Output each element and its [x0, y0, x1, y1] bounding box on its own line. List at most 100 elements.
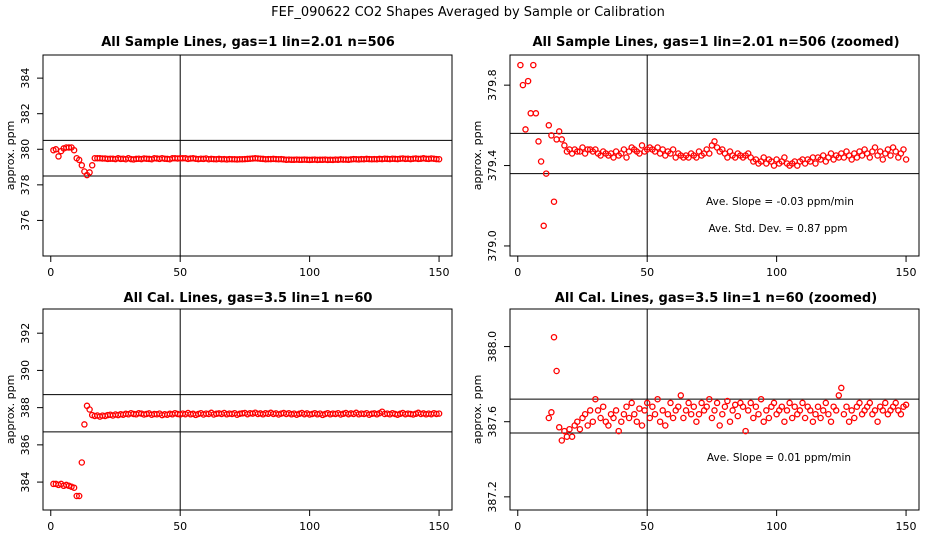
y-tick-label: 390 [19, 360, 32, 381]
y-axis-label: approx. ppm [4, 375, 17, 445]
data-point [75, 492, 83, 500]
data-point [654, 395, 661, 403]
x-tick-label: 50 [173, 266, 187, 279]
data-point [563, 433, 571, 440]
data-point [662, 422, 669, 429]
data-point [537, 158, 545, 165]
data-point [871, 407, 879, 414]
data-point [799, 399, 806, 407]
data-point [706, 150, 713, 157]
data-point [78, 162, 86, 169]
y-tick-label: 387.2 [486, 481, 499, 513]
data-point [809, 154, 817, 161]
x-tick-label: 0 [514, 266, 521, 279]
data-point [838, 384, 845, 392]
data-point [892, 148, 899, 155]
data-point [724, 154, 731, 161]
data-point [876, 148, 884, 155]
data-point [574, 418, 581, 425]
data-point [812, 410, 819, 418]
data-point [887, 152, 894, 159]
data-point [724, 397, 731, 405]
data-point [726, 418, 734, 425]
data-point [866, 154, 874, 161]
data-point [765, 414, 773, 422]
y-tick-label: 387.6 [486, 406, 499, 438]
data-point [851, 414, 858, 422]
data-point [734, 412, 742, 420]
data-point [615, 427, 622, 435]
data-point [649, 403, 656, 410]
data-point [631, 410, 638, 418]
data-point [796, 407, 804, 414]
data-point [778, 403, 786, 410]
data-point [86, 169, 93, 176]
data-point [675, 403, 682, 410]
data-point [669, 146, 677, 153]
data-point [633, 418, 641, 425]
data-point [568, 433, 576, 440]
plot-frame [509, 308, 920, 511]
data-point [853, 154, 861, 161]
data-point [711, 138, 718, 145]
y-tick-label: 384 [19, 68, 32, 89]
data-point [558, 136, 566, 143]
data-point [763, 407, 770, 414]
annotation-text: Ave. Slope = 0.01 ppm/min [707, 452, 851, 464]
data-point [548, 409, 555, 416]
data-point [542, 170, 550, 177]
data-point [78, 459, 86, 466]
data-point [755, 410, 762, 418]
data-point [827, 418, 835, 425]
data-point [770, 162, 778, 169]
data-point [680, 414, 687, 422]
data-point [545, 414, 553, 422]
data-point [651, 410, 659, 418]
y-tick-label: 384 [19, 472, 32, 493]
data-point [597, 414, 604, 422]
data-point [555, 424, 563, 431]
data-point [731, 401, 739, 409]
plot-frame [42, 54, 453, 257]
chart-panel-2: All Sample Lines, gas=1 lin=2.01 n=506 (… [471, 35, 920, 279]
data-point [667, 399, 674, 407]
x-tick-label: 100 [766, 520, 787, 533]
plot-frame [42, 308, 453, 511]
y-tick-label: 379.0 [486, 230, 499, 262]
data-point [819, 152, 827, 159]
data-point [747, 399, 754, 407]
data-point [874, 418, 881, 425]
data-point [75, 156, 83, 164]
data-point [721, 403, 729, 410]
data-points [517, 61, 910, 230]
y-tick-label: 379.4 [486, 150, 499, 182]
y-tick-label: 392 [19, 323, 32, 344]
data-point [86, 406, 93, 413]
data-point [599, 403, 607, 410]
data-point [535, 138, 542, 145]
data-point [827, 150, 835, 157]
annotation-text: Ave. Slope = -0.03 ppm/min [706, 196, 854, 208]
panel-title: All Cal. Lines, gas=3.5 lin=1 n=60 [124, 291, 373, 306]
data-point [576, 425, 584, 433]
data-point [610, 414, 617, 422]
x-tick-label: 50 [640, 266, 654, 279]
data-point [848, 156, 855, 163]
data-point [628, 399, 635, 407]
data-point [550, 333, 558, 341]
x-tick-label: 150 [429, 520, 450, 533]
data-point [522, 126, 529, 133]
data-point [527, 110, 534, 117]
data-point [845, 418, 853, 425]
data-points [50, 402, 443, 500]
data-point [81, 421, 88, 428]
data-point [716, 422, 723, 429]
data-point [698, 399, 705, 407]
data-point [879, 156, 887, 163]
data-point [70, 484, 78, 491]
data-point [832, 407, 840, 414]
x-tick-label: 0 [47, 266, 54, 279]
data-point [866, 399, 874, 407]
data-point [703, 403, 710, 410]
panel-title: All Cal. Lines, gas=3.5 lin=1 n=60 (zoom… [555, 291, 877, 306]
